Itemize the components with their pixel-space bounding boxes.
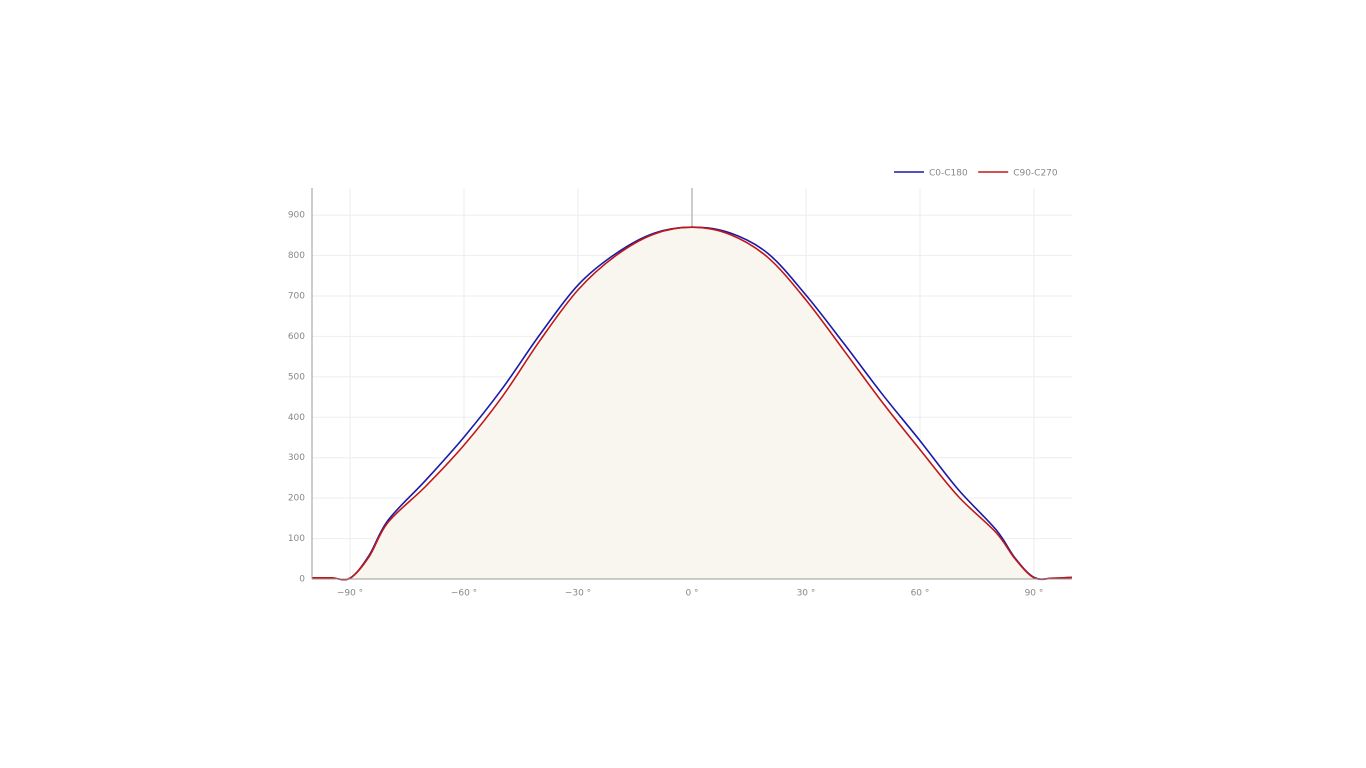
x-tick-label: −90 ° [337, 589, 363, 599]
x-tick-label: −60 ° [451, 589, 477, 599]
x-tick-label: 30 ° [797, 589, 816, 599]
y-tick-label: 0 [299, 575, 305, 585]
x-tick-label: 0 ° [685, 589, 698, 599]
series-line [311, 226, 1073, 581]
y-tick-label: 200 [288, 494, 305, 504]
y-tick-label: 600 [288, 332, 305, 342]
y-tick-label: 300 [288, 453, 305, 463]
legend-label: C90-C270 [1013, 169, 1058, 179]
y-tick-label: 100 [288, 534, 305, 544]
y-tick-label: 900 [288, 211, 305, 221]
y-tick-label: 800 [288, 251, 305, 261]
legend-label: C0-C180 [929, 169, 968, 179]
x-tick-label: 60 ° [911, 589, 930, 599]
y-tick-label: 400 [288, 413, 305, 423]
area-fill [312, 227, 1072, 580]
y-tick-label: 500 [288, 372, 305, 382]
y-tick-label: 700 [288, 291, 305, 301]
x-tick-label: 90 ° [1025, 589, 1044, 599]
x-tick-label: −30 ° [565, 589, 591, 599]
